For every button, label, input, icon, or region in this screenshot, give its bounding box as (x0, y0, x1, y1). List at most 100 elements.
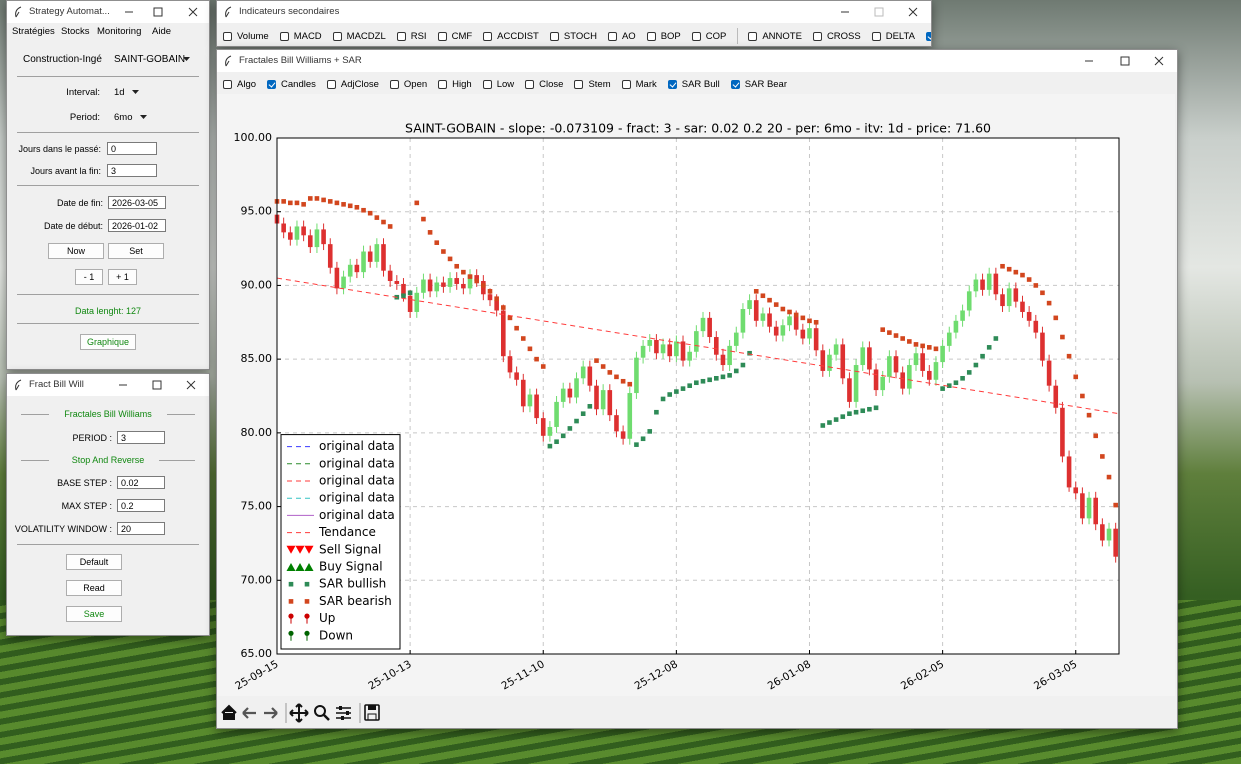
checkbox-box[interactable] (622, 80, 631, 89)
button[interactable]: Now (48, 243, 104, 259)
checkbox-box[interactable] (647, 32, 656, 41)
checkbox-box[interactable] (872, 32, 881, 41)
pan-button[interactable] (290, 704, 308, 722)
window-controls[interactable] (841, 6, 921, 18)
checkbox-box[interactable] (438, 32, 447, 41)
back-button[interactable] (243, 708, 256, 718)
dropdown[interactable]: 1d (114, 87, 125, 98)
checkbox-box[interactable] (483, 32, 492, 41)
window-controls[interactable] (125, 6, 205, 18)
checkbox[interactable]: Close (525, 79, 563, 90)
checkbox-box[interactable] (483, 80, 492, 89)
checkbox-box[interactable] (926, 32, 932, 41)
checkbox-box[interactable] (327, 80, 336, 89)
text-input[interactable]: 2026-01-02 (108, 219, 166, 232)
text-input[interactable]: 20 (117, 522, 165, 535)
checkbox-label: High (452, 79, 472, 90)
window-controls[interactable] (119, 379, 199, 391)
zoom-button[interactable] (315, 706, 329, 720)
checkbox-box[interactable] (731, 80, 740, 89)
button[interactable]: Read (66, 580, 122, 596)
menu-item[interactable]: Stratégies (12, 26, 55, 37)
checkbox[interactable]: DELTA (872, 31, 915, 42)
checkbox-box[interactable] (390, 80, 399, 89)
checkbox-box[interactable] (525, 80, 534, 89)
checkbox[interactable]: AUTO (926, 31, 932, 42)
checkbox[interactable]: ACCDIST (483, 31, 539, 42)
checkbox[interactable]: Volume (223, 31, 269, 42)
checkbox[interactable]: Mark (622, 79, 657, 90)
checkbox[interactable]: Candles (267, 79, 316, 90)
button[interactable]: - 1 (75, 269, 103, 285)
checkbox[interactable]: ANNOTE (748, 31, 802, 42)
checkbox[interactable]: Algo (223, 79, 256, 90)
button[interactable]: Graphique (80, 334, 136, 350)
checkbox-box[interactable] (280, 32, 289, 41)
checkbox-box[interactable] (608, 32, 617, 41)
checkbox-box[interactable] (267, 80, 276, 89)
checkbox-box[interactable] (223, 80, 232, 89)
menu-item[interactable]: Aide (152, 26, 171, 37)
checkbox[interactable]: MACDZL (333, 31, 386, 42)
checkbox[interactable]: AdjClose (327, 79, 379, 90)
checkbox-box[interactable] (748, 32, 757, 41)
window-controls[interactable] (1085, 55, 1165, 67)
checkbox-box[interactable] (692, 32, 701, 41)
sar-point (987, 345, 992, 350)
button[interactable]: Set (108, 243, 164, 259)
window-title: Fract Bill Will (29, 379, 84, 390)
sar-point (821, 423, 826, 428)
checkbox-label: STOCH (564, 31, 597, 42)
checkbox-box[interactable] (813, 32, 822, 41)
button[interactable]: Default (66, 554, 122, 570)
sar-point (954, 380, 959, 385)
button[interactable]: + 1 (108, 269, 137, 285)
configure-button[interactable] (336, 706, 351, 720)
candle-body (987, 274, 992, 290)
checkbox-box[interactable] (333, 32, 342, 41)
checkbox[interactable]: AO (608, 31, 636, 42)
checkbox-box[interactable] (397, 32, 406, 41)
button[interactable]: Save (66, 606, 122, 622)
legend-swatch (305, 582, 310, 587)
checkbox[interactable]: COP (692, 31, 727, 42)
y-tick-label: 100.00 (234, 131, 273, 144)
checkbox[interactable]: STOCH (550, 31, 597, 42)
save-button[interactable] (365, 705, 379, 720)
checkbox[interactable]: CMF (438, 31, 473, 42)
text-input[interactable]: 3 (107, 164, 157, 177)
checkbox-box[interactable] (574, 80, 583, 89)
candle-body (594, 386, 599, 410)
home-button[interactable] (222, 706, 236, 719)
checkbox-box[interactable] (668, 80, 677, 89)
checkbox[interactable]: BOP (647, 31, 681, 42)
checkbox[interactable]: SAR Bear (731, 79, 787, 90)
checkbox[interactable]: Open (390, 79, 427, 90)
checkbox-box[interactable] (438, 80, 447, 89)
checkbox[interactable]: RSI (397, 31, 427, 42)
sar-point (914, 342, 919, 347)
checkbox[interactable]: MACD (280, 31, 322, 42)
checkbox[interactable]: High (438, 79, 472, 90)
checkbox[interactable]: Low (483, 79, 514, 90)
forward-button[interactable] (264, 708, 277, 718)
dropdown[interactable]: SAINT-GOBAIN (114, 54, 185, 65)
checkbox[interactable]: Stem (574, 79, 610, 90)
checkbox[interactable]: CROSS (813, 31, 861, 42)
text-input[interactable]: 0 (107, 142, 157, 155)
menu-item[interactable]: Monitoring (97, 26, 141, 37)
text-input[interactable]: 2026-03-05 (108, 196, 166, 209)
candle-body (621, 431, 626, 438)
checkbox-box[interactable] (550, 32, 559, 41)
menu-item[interactable]: Stocks (61, 26, 90, 37)
text-input[interactable]: 0.2 (117, 499, 165, 512)
checkbox[interactable]: SAR Bull (668, 79, 720, 90)
text-input[interactable]: 0.02 (117, 476, 165, 489)
text-input[interactable]: 3 (117, 431, 165, 444)
sar-point (514, 326, 519, 331)
candle-body (867, 347, 872, 369)
checkbox-box[interactable] (223, 32, 232, 41)
sar-point (388, 224, 393, 229)
dropdown[interactable]: 6mo (114, 112, 132, 123)
candle-body (1067, 456, 1072, 487)
